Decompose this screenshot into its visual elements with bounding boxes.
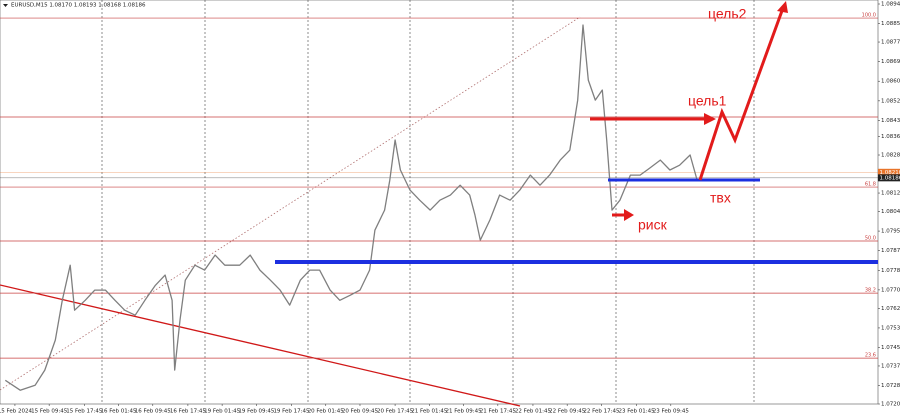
y-tick-label: 1.07785 (881, 268, 900, 274)
y-tick-label: 1.07870 (881, 248, 900, 254)
trend-line (0, 284, 521, 407)
annotation: цель1 (688, 93, 727, 109)
y-tick-label: 1.07285 (881, 383, 900, 389)
y-tick-label: 1.08040 (881, 209, 900, 215)
price-line (4, 24, 698, 391)
price-box-label: 1.08210 (880, 170, 900, 176)
x-tick-label: 21 Feb 17:45 (480, 409, 517, 415)
y-tick-label: 1.07620 (881, 306, 900, 312)
price-box (878, 174, 900, 182)
y-tick-label: 1.07700 (881, 287, 900, 293)
annotation: цель2 (708, 6, 747, 22)
fibo-label: 100.0 (862, 13, 876, 19)
arrows (590, 1, 788, 221)
y-tick-label: 1.07205 (881, 402, 900, 408)
y-tick-label: 1.08520 (881, 98, 900, 104)
x-tick-label: 20 Feb 09:45 (342, 409, 379, 415)
fibo-baseline (0, 16, 581, 391)
chart-title: EURUSD,M15 1.08170 1.08193 1.08168 1.081… (11, 3, 146, 9)
y-tick-label: 1.08775 (881, 40, 900, 46)
fibo-label: 23.6 (865, 353, 876, 359)
x-tick-label: 23 Feb 01:45 (619, 409, 656, 415)
price-box-label: 1.08186 (880, 175, 900, 181)
fibo-label: 61.8 (865, 182, 876, 188)
fibo-label: 50.0 (865, 236, 876, 242)
y-tick-label: 1.08285 (881, 153, 900, 159)
x-tick-label: 19 Feb 09:45 (238, 409, 275, 415)
y-tick-label: 1.08690 (881, 59, 900, 65)
price-box (878, 168, 900, 176)
y-tick-label: 1.07955 (881, 229, 900, 235)
vertical-grid (101, 0, 755, 404)
x-tick-label: 15 Feb 17:45 (66, 409, 103, 415)
y-tick-label: 1.08940 (881, 2, 900, 8)
y-tick-label: 1.08120 (881, 191, 900, 197)
x-tick-label: 16 Feb 01:45 (100, 409, 137, 415)
x-tick-label: 19 Feb 17:45 (273, 409, 310, 415)
annotation: твх (710, 190, 731, 206)
x-tick-label: 16 Feb 09:45 (135, 409, 172, 415)
y-tick-label: 1.07370 (881, 363, 900, 369)
x-tick-label: 22 Feb 09:45 (549, 409, 586, 415)
y-tick-label: 1.08435 (881, 118, 900, 124)
x-tick-label: 21 Feb 09:45 (446, 409, 483, 415)
fibo-label: 38.2 (865, 288, 876, 294)
y-tick-label: 1.08855 (881, 21, 900, 27)
x-tick-label: 20 Feb 17:45 (377, 409, 414, 415)
x-tick-label: 20 Feb 01:45 (308, 409, 345, 415)
x-tick-label: 21 Feb 01:45 (411, 409, 448, 415)
x-tick-label: 22 Feb 17:45 (583, 409, 620, 415)
x-tick-label: 15 Feb 2024 (0, 409, 33, 415)
y-tick-label: 1.08605 (881, 79, 900, 85)
x-tick-label: 23 Feb 09:45 (653, 409, 690, 415)
x-tick-label: 15 Feb 09:45 (31, 409, 68, 415)
y-tick-label: 1.07535 (881, 325, 900, 331)
y-tick-label: 1.08365 (881, 134, 900, 140)
x-tick-label: 19 Feb 01:45 (204, 409, 241, 415)
x-tick-label: 22 Feb 01:45 (515, 409, 552, 415)
y-tick-label: 1.07450 (881, 345, 900, 351)
annotation: риск (638, 217, 668, 233)
menu-triangle (3, 4, 8, 7)
x-tick-label: 16 Feb 17:45 (170, 409, 207, 415)
